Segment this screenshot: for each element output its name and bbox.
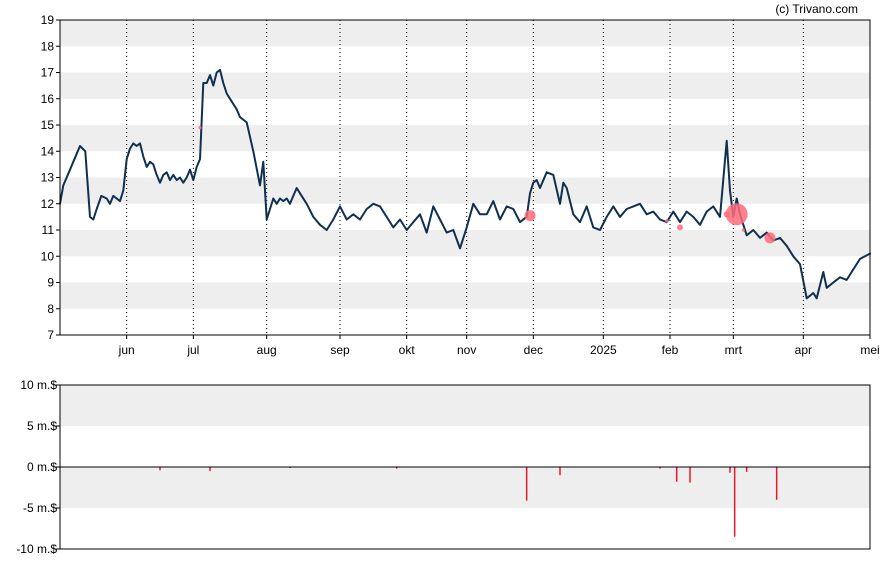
y-tick-label: 9: [47, 276, 54, 290]
y-tick-label: 19: [41, 13, 55, 27]
volume-y-tick-labels: 10 m.$ 5 m.$ 0 m.$ -5 m.$ -10 m.$: [16, 378, 60, 556]
trade-marker: [764, 232, 776, 244]
volume-y-tick-label: 0 m.$: [27, 460, 57, 474]
x-tick-label: jul: [186, 343, 199, 357]
x-tick-label: apr: [795, 343, 812, 357]
y-tick-label: 11: [42, 223, 55, 237]
volume-bar: [675, 467, 678, 482]
price-band: [60, 282, 870, 309]
volume-y-tick-label: 5 m.$: [27, 419, 57, 433]
volume-y-tick-label: 10 m.$: [20, 378, 57, 392]
trade-marker: [677, 224, 683, 231]
trade-marker: [741, 228, 745, 232]
price-line-group: [59, 68, 871, 300]
price-band: [60, 20, 870, 47]
price-band: [60, 125, 870, 152]
volume-bar: [745, 467, 748, 472]
x-tick-label: jun: [118, 343, 135, 357]
trade-marker: [524, 210, 536, 222]
volume-bar: [525, 467, 528, 501]
volume-bars: [159, 467, 778, 537]
trade-marker: [725, 203, 748, 226]
y-tick-label: 18: [41, 39, 55, 53]
y-tick-label: 8: [47, 302, 54, 316]
trade-marker: [198, 126, 202, 130]
y-tick-label: 14: [41, 144, 55, 158]
price-y-tick-labels: 7 8 9 10 11 12 13 14 15 16 17 18 19: [41, 13, 60, 342]
y-tick-label: 7: [47, 328, 54, 342]
price-x-tick-labels: jun jul aug sep okt nov dec 2025 feb mrt apr mei: [118, 335, 880, 357]
volume-y-tick-label: -5 m.$: [23, 501, 57, 515]
volume-bar: [729, 467, 731, 473]
volume-plot-bands: [60, 385, 870, 508]
x-tick-label: mrt: [725, 343, 743, 357]
y-tick-label: 12: [41, 197, 55, 211]
x-tick-label: mei: [860, 343, 879, 357]
y-tick-label: 17: [41, 66, 55, 80]
price-plot-bands: [60, 20, 870, 309]
y-tick-label: 10: [41, 249, 55, 263]
x-tick-label: dec: [524, 343, 543, 357]
x-tick-label: nov: [457, 343, 476, 357]
x-tick-label: sep: [330, 343, 350, 357]
volume-bar: [689, 467, 691, 483]
volume-band: [60, 385, 870, 426]
price-markers: [198, 126, 776, 244]
volume-bar: [209, 467, 211, 472]
volume-bar: [559, 467, 561, 476]
volume-bar: [395, 467, 398, 469]
volume-y-tick-label: -10 m.$: [16, 542, 57, 556]
price-line: [59, 68, 871, 300]
month-gridlines: [126, 20, 804, 335]
x-tick-label: 2025: [590, 343, 617, 357]
price-band: [60, 72, 870, 99]
trade-marker: [665, 219, 669, 223]
volume-bar: [659, 467, 661, 469]
x-tick-label: aug: [257, 343, 277, 357]
volume-band: [60, 467, 870, 508]
y-tick-label: 16: [41, 92, 55, 106]
credit-text: (c) Trivano.com: [775, 2, 858, 16]
volume-bar: [775, 467, 778, 500]
y-tick-label: 13: [41, 171, 55, 185]
y-tick-label: 15: [41, 118, 55, 132]
x-tick-label: okt: [399, 343, 416, 357]
volume-bar: [159, 467, 161, 471]
x-tick-label: feb: [662, 343, 679, 357]
volume-bar: [733, 467, 736, 537]
price-band: [60, 177, 870, 204]
